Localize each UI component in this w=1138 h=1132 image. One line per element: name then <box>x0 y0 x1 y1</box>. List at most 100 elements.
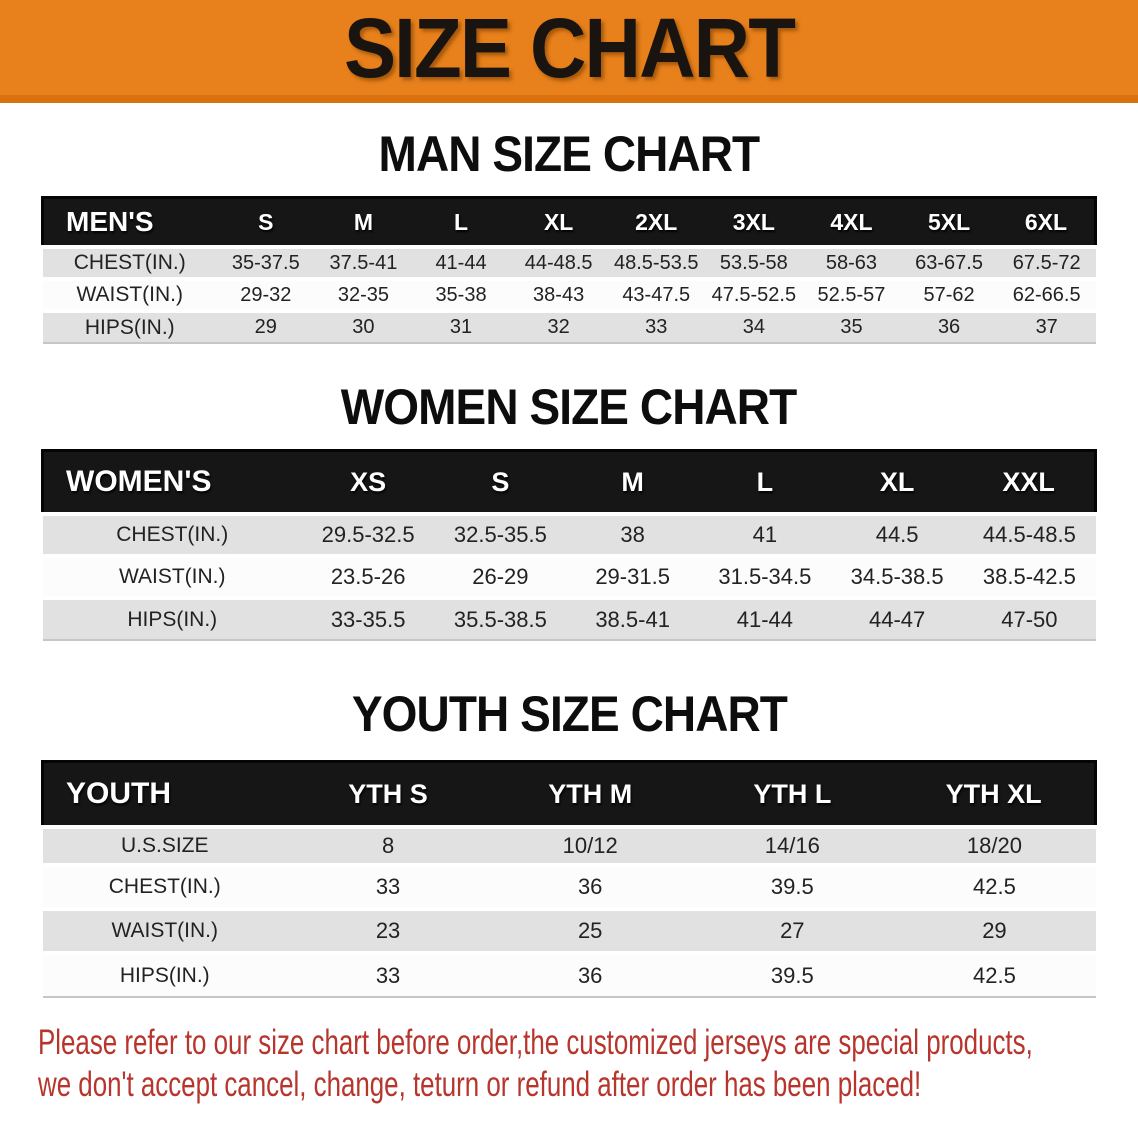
row-label: WAIST(IN.) <box>42 909 287 953</box>
table-header-row: YOUTH YTH S YTH M YTH L YTH XL <box>41 760 1098 829</box>
size-value-cell: 67.5-72 <box>997 247 1096 279</box>
size-value-cell: 33 <box>607 311 706 343</box>
section-heading-women: WOMEN SIZE CHART <box>0 382 1138 433</box>
size-value-cell: 42.5 <box>893 865 1096 909</box>
size-column-header: 5XL <box>900 196 998 249</box>
table-row: WAIST(IN.) 29-32 32-35 35-38 38-43 43-47.5 47.… <box>42 279 1096 311</box>
table-row: HIPS(IN.) 33 36 39.5 42.5 <box>42 953 1096 997</box>
size-value-cell: 39.5 <box>691 865 894 909</box>
table-group-label: YOUTH <box>41 760 287 829</box>
table-header-row: MEN'S S M L XL 2XL 3XL 4XL 5XL 6XL <box>41 196 1097 249</box>
row-label: WAIST(IN.) <box>42 556 302 598</box>
youth-size-section: YOUTH SIZE CHART YOUTH YTH S YTH M YTH L YTH… <box>0 689 1138 998</box>
size-value-cell: 37 <box>997 311 1096 343</box>
table-row: CHEST(IN.) 29.5-32.5 32.5-35.5 38 41 44.5 44.5… <box>42 514 1096 556</box>
size-column-header: 2XL <box>607 196 706 249</box>
size-column-header: M <box>566 449 699 516</box>
disclaimer-line-1: Please refer to our size chart before or… <box>38 1023 1033 1062</box>
size-column-header: L <box>412 196 510 249</box>
table-row: HIPS(IN.) 33-35.5 35.5-38.5 38.5-41 41-44 44-… <box>42 598 1096 640</box>
size-column-header: XS <box>302 449 435 516</box>
youth-size-table-container: YOUTH YTH S YTH M YTH L YTH XL U.S.SIZE 8 10/12… <box>0 760 1138 998</box>
disclaimer-line-2: we don't accept cancel, change, teturn o… <box>38 1065 922 1104</box>
size-column-header: YTH XL <box>893 760 1098 829</box>
table-row: CHEST(IN.) 33 36 39.5 42.5 <box>42 865 1096 909</box>
mens-size-table: MEN'S S M L XL 2XL 3XL 4XL 5XL 6XL CHEST(IN.) 35-37… <box>41 196 1097 344</box>
section-heading-men: MAN SIZE CHART <box>0 129 1138 180</box>
row-label: CHEST(IN.) <box>42 865 287 909</box>
order-disclaimer: Please refer to our size chart before or… <box>38 1022 1138 1106</box>
size-value-cell: 31 <box>412 311 510 343</box>
size-value-cell: 23.5-26 <box>302 556 435 598</box>
size-column-header: 6XL <box>997 196 1097 249</box>
row-label: CHEST(IN.) <box>42 247 217 279</box>
size-value-cell: 41 <box>698 514 831 556</box>
size-column-header: 4XL <box>802 196 901 249</box>
table-row: WAIST(IN.) 23 25 27 29 <box>42 909 1096 953</box>
size-value-cell: 33 <box>287 953 490 997</box>
size-value-cell: 29 <box>217 311 315 343</box>
size-value-cell: 41-44 <box>698 598 831 640</box>
size-column-header: YTH L <box>691 760 894 829</box>
size-value-cell: 10/12 <box>489 827 692 865</box>
size-column-header: S <box>434 449 567 516</box>
men-size-section: MAN SIZE CHART MEN'S S M L XL 2XL 3XL 4XL 5XL 6XL… <box>0 129 1138 344</box>
size-value-cell: 31.5-34.5 <box>698 556 831 598</box>
section-heading-text: YOUTH SIZE CHART <box>351 686 787 742</box>
size-chart-banner: SIZE CHART <box>0 0 1138 103</box>
size-value-cell: 25 <box>489 909 692 953</box>
size-column-header: YTH S <box>287 760 490 829</box>
size-value-cell: 52.5-57 <box>802 279 901 311</box>
size-value-cell: 53.5-58 <box>705 247 803 279</box>
size-value-cell: 26-29 <box>434 556 567 598</box>
table-row: WAIST(IN.) 23.5-26 26-29 29-31.5 31.5-34.5 34… <box>42 556 1096 598</box>
size-value-cell: 30 <box>314 311 413 343</box>
size-value-cell: 35-37.5 <box>217 247 315 279</box>
row-label: CHEST(IN.) <box>42 514 302 556</box>
size-value-cell: 8 <box>287 827 490 865</box>
size-value-cell: 44-47 <box>831 598 964 640</box>
size-value-cell: 43-47.5 <box>607 279 706 311</box>
row-label: HIPS(IN.) <box>42 311 217 343</box>
size-value-cell: 34.5-38.5 <box>831 556 964 598</box>
size-column-header: XXL <box>963 449 1098 516</box>
table-row: HIPS(IN.) 29 30 31 32 33 34 35 36 37 <box>42 311 1096 343</box>
size-value-cell: 27 <box>691 909 894 953</box>
size-column-header: S <box>217 196 315 249</box>
size-value-cell: 39.5 <box>691 953 894 997</box>
women-size-section: WOMEN SIZE CHART WOMEN'S XS S M L XL XXL CHEST(… <box>0 382 1138 641</box>
size-value-cell: 44.5 <box>831 514 964 556</box>
size-value-cell: 35.5-38.5 <box>434 598 567 640</box>
size-value-cell: 42.5 <box>893 953 1096 997</box>
size-value-cell: 35-38 <box>412 279 510 311</box>
table-row: U.S.SIZE 8 10/12 14/16 18/20 <box>42 827 1096 865</box>
size-value-cell: 38.5-42.5 <box>963 556 1096 598</box>
size-value-cell: 36 <box>900 311 998 343</box>
table-group-label: WOMEN'S <box>41 449 302 516</box>
size-column-header: M <box>314 196 413 249</box>
size-value-cell: 14/16 <box>691 827 894 865</box>
size-value-cell: 32-35 <box>314 279 413 311</box>
size-value-cell: 37.5-41 <box>314 247 413 279</box>
size-value-cell: 38 <box>566 514 699 556</box>
womens-size-table: WOMEN'S XS S M L XL XXL CHEST(IN.) 29.5-32.5 32.5… <box>41 449 1098 641</box>
size-value-cell: 47.5-52.5 <box>705 279 803 311</box>
size-value-cell: 29-32 <box>217 279 315 311</box>
size-value-cell: 29.5-32.5 <box>302 514 435 556</box>
size-value-cell: 44-48.5 <box>509 247 608 279</box>
size-value-cell: 58-63 <box>802 247 901 279</box>
size-value-cell: 63-67.5 <box>900 247 998 279</box>
size-column-header: XL <box>831 449 964 516</box>
section-heading-text: WOMEN SIZE CHART <box>341 379 797 435</box>
size-value-cell: 36 <box>489 865 692 909</box>
size-value-cell: 32.5-35.5 <box>434 514 567 556</box>
size-value-cell: 44.5-48.5 <box>963 514 1096 556</box>
row-label: U.S.SIZE <box>42 827 287 865</box>
size-value-cell: 62-66.5 <box>997 279 1096 311</box>
table-row: CHEST(IN.) 35-37.5 37.5-41 41-44 44-48.5 48.5… <box>42 247 1096 279</box>
size-column-header: L <box>698 449 831 516</box>
row-label: HIPS(IN.) <box>42 953 287 997</box>
size-column-header: XL <box>509 196 608 249</box>
size-value-cell: 29-31.5 <box>566 556 699 598</box>
